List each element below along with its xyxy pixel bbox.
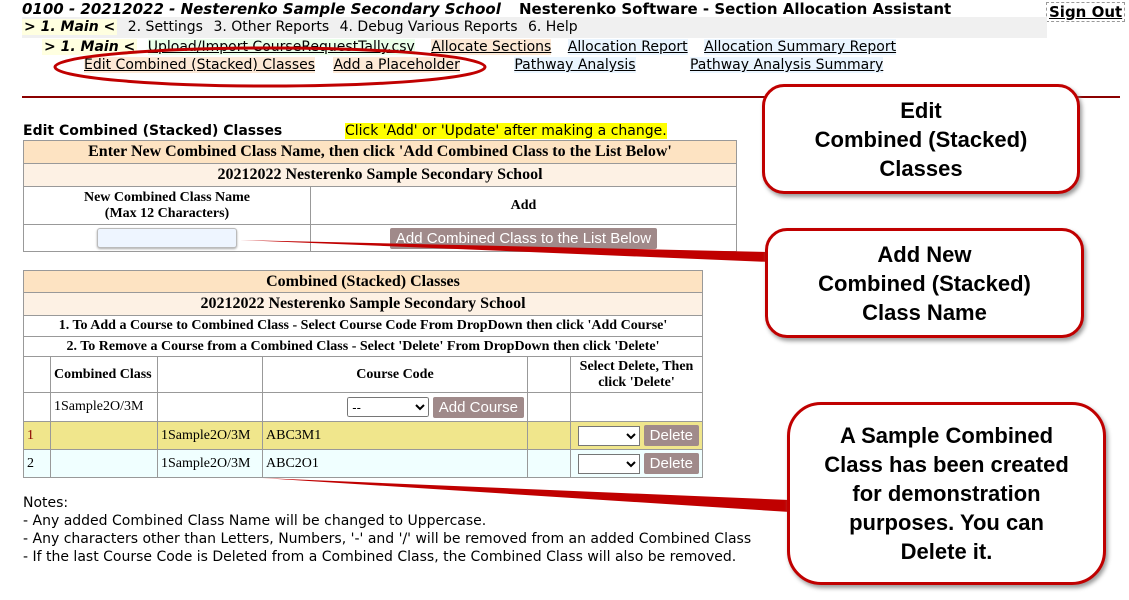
group-row: 1Sample2O/3M -- Add Course xyxy=(23,392,703,422)
submenu-row-1: > 1. Main < Upload/Import CourseRequestT… xyxy=(42,38,908,56)
sign-out-link[interactable]: Sign Out xyxy=(1046,2,1126,22)
delete-select[interactable] xyxy=(578,453,641,474)
menu-main[interactable]: > 1. Main < xyxy=(22,19,118,35)
instruction-add: 1. To Add a Course to Combined Class - S… xyxy=(23,315,703,337)
group-name: 1Sample2O/3M xyxy=(50,392,158,422)
notes-title: Notes: xyxy=(23,495,69,511)
row-number: 1 xyxy=(23,421,51,450)
table-row: 1 1Sample2O/3M ABC3M1 Delete xyxy=(23,421,703,450)
col-new-name: New Combined Class Name (Max 12 Character… xyxy=(23,186,311,225)
delete-button[interactable]: Delete xyxy=(643,425,699,446)
divider xyxy=(22,96,1120,98)
col-add: Add xyxy=(310,186,737,225)
add-table-header: Enter New Combined Class Name, then clic… xyxy=(23,140,737,164)
instruction-remove: 2. To Remove a Course from a Combined Cl… xyxy=(23,336,703,357)
table-row: 2 1Sample2O/3M ABC2O1 Delete xyxy=(23,449,703,478)
link-pathway-analysis[interactable]: Pathway Analysis xyxy=(514,57,636,73)
list-table-header: Combined (Stacked) Classes xyxy=(23,270,703,293)
row-course: ABC2O1 xyxy=(262,449,528,478)
note-line: - If the last Course Code is Deleted fro… xyxy=(23,549,737,565)
callout-sample-class: A Sample Combined Class has been created f… xyxy=(787,402,1106,585)
add-combined-class-button[interactable]: Add Combined Class to the List Below xyxy=(389,227,658,249)
row-course: ABC3M1 xyxy=(262,421,528,450)
link-allocation-summary-report[interactable]: Allocation Summary Report xyxy=(704,39,897,55)
delete-button[interactable]: Delete xyxy=(643,453,699,474)
menu-debug-reports[interactable]: 4. Debug Various Reports xyxy=(339,19,518,35)
row-class: 1Sample2O/3M xyxy=(157,449,263,478)
link-allocation-report[interactable]: Allocation Report xyxy=(567,39,688,55)
submenu-main: > 1. Main < xyxy=(42,39,138,55)
add-combined-class-table: Enter New Combined Class Name, then clic… xyxy=(23,140,737,252)
add-table-school: 20212022 Nesterenko Sample Secondary Sch… xyxy=(23,163,737,187)
col-course-code: Course Code xyxy=(262,356,528,393)
row-number: 2 xyxy=(23,449,51,478)
delete-select[interactable] xyxy=(578,425,641,446)
col-combined-class: Combined Class xyxy=(50,356,158,393)
col-new-name-sub: (Max 12 Characters) xyxy=(104,205,230,221)
combined-classes-table: Combined (Stacked) Classes 20212022 Nest… xyxy=(23,270,703,478)
page-heading: Edit Combined (Stacked) Classes xyxy=(23,123,283,139)
course-code-select[interactable]: -- xyxy=(347,397,430,417)
col-select-delete: Select Delete, Then click 'Delete' xyxy=(570,356,703,393)
submenu-row-2: Edit Combined (Stacked) Classes Add a Pl… xyxy=(84,56,884,74)
menu-other-reports[interactable]: 3. Other Reports xyxy=(213,19,330,35)
list-table-school: 20212022 Nesterenko Sample Secondary Sch… xyxy=(23,292,703,316)
col-new-name-label: New Combined Class Name xyxy=(83,189,251,205)
notes: Notes: - Any added Combined Class Name w… xyxy=(23,494,751,566)
menu-settings[interactable]: 2. Settings xyxy=(127,19,203,35)
app-name: Nesterenko Software - Section Allocation… xyxy=(519,0,952,18)
main-menu: > 1. Main < 2. Settings 3. Other Reports… xyxy=(22,17,1047,38)
hint-text: Click 'Add' or 'Update' after making a c… xyxy=(345,123,667,139)
note-line: - Any characters other than Letters, Num… xyxy=(23,531,752,547)
add-course-button[interactable]: Add Course xyxy=(432,396,524,418)
link-edit-combined-classes[interactable]: Edit Combined (Stacked) Classes xyxy=(84,57,316,73)
row-class: 1Sample2O/3M xyxy=(157,421,263,450)
link-pathway-analysis-summary[interactable]: Pathway Analysis Summary xyxy=(689,57,884,73)
link-allocate-sections[interactable]: Allocate Sections xyxy=(431,39,552,55)
callout-edit-combined: Edit Combined (Stacked) Classes xyxy=(762,84,1080,194)
callout-add-new-name: Add New Combined (Stacked) Class Name xyxy=(765,228,1084,338)
link-upload-import[interactable]: Upload/Import CourseRequestTally.csv xyxy=(147,39,415,55)
new-combined-class-input[interactable] xyxy=(97,228,237,248)
note-line: - Any added Combined Class Name will be … xyxy=(23,513,487,529)
school-title: 0100 - 20212022 - Nesterenko Sample Seco… xyxy=(22,0,501,18)
link-add-placeholder[interactable]: Add a Placeholder xyxy=(333,57,460,73)
menu-help[interactable]: 6. Help xyxy=(527,19,578,35)
